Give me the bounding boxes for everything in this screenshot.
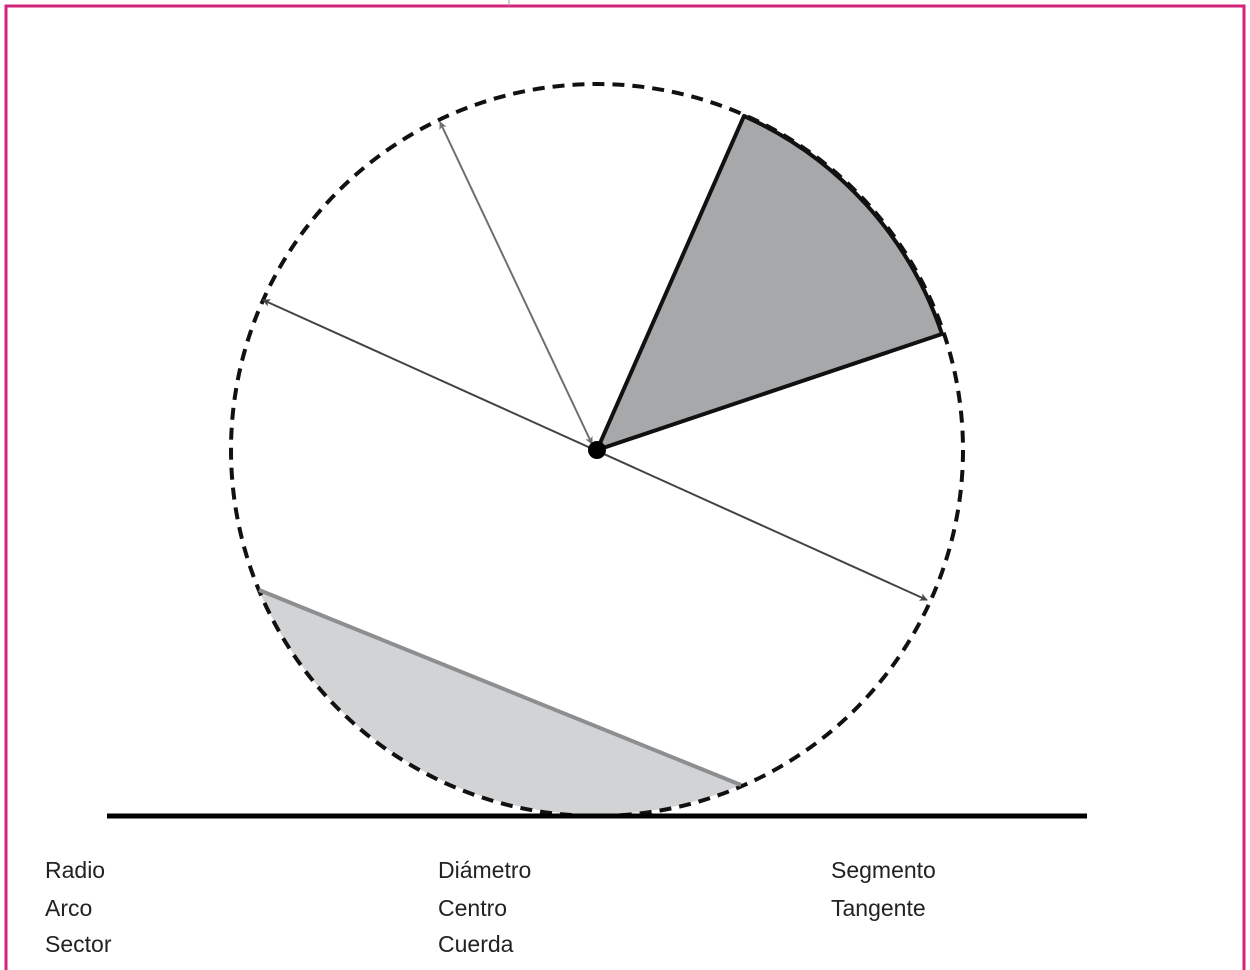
term-centro: Centro xyxy=(438,895,508,921)
circle-outline xyxy=(229,82,965,818)
radius-arrow xyxy=(439,121,593,445)
term-diametro: Diámetro xyxy=(438,857,532,883)
term-segmento: Segmento xyxy=(831,857,936,883)
term-sector: Sector xyxy=(45,931,112,957)
term-tangente: Tangente xyxy=(831,895,926,921)
center-point xyxy=(588,441,606,459)
chord-line xyxy=(258,588,742,787)
segment-region xyxy=(259,590,741,815)
term-arco: Arco xyxy=(45,895,93,921)
sector-region xyxy=(595,114,944,452)
page-frame xyxy=(4,4,1246,970)
term-cuerda: Cuerda xyxy=(438,931,514,957)
term-radio: Radio xyxy=(45,857,106,883)
